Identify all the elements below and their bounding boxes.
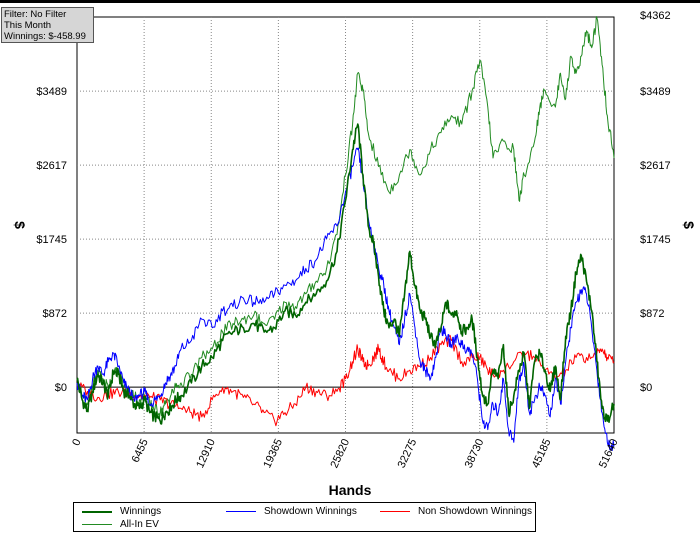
y-tick-label-left: $3489 xyxy=(36,86,67,98)
legend-swatch xyxy=(226,511,256,512)
y-tick-label-left: $2617 xyxy=(36,160,67,172)
all-in-ev-line xyxy=(76,16,615,418)
filter-info-box: Filter: No Filter This Month Winnings: $… xyxy=(1,7,94,43)
period-label: This Month xyxy=(4,20,51,31)
x-tick-label: 25820 xyxy=(328,437,352,470)
series-group xyxy=(76,16,615,451)
legend-label: Showdown Winnings xyxy=(264,506,357,517)
y-axis-title-left: $ xyxy=(12,221,28,229)
x-tick-label: 32275 xyxy=(396,437,420,470)
y-axis-title-right: $ xyxy=(681,221,697,229)
grid-lines xyxy=(77,17,614,433)
y-tick-label-right: $3489 xyxy=(640,86,671,98)
non-showdown-winnings-line xyxy=(76,334,615,427)
y-tick-label-right: $872 xyxy=(640,308,664,320)
filter-label: Filter: No Filter xyxy=(4,9,67,20)
y-tick-label-right: $1745 xyxy=(640,234,671,246)
window-top-border xyxy=(0,0,700,3)
x-axis-title: Hands xyxy=(329,482,372,498)
legend-item-showdown-winnings: Showdown Winnings xyxy=(226,506,357,517)
y-tick-labels-right: $0 $872 $1745 $2617 $3489 $4362 xyxy=(640,10,671,394)
legend-swatch xyxy=(380,511,410,512)
winnings-line xyxy=(76,123,615,425)
showdown-winnings-line xyxy=(76,147,615,451)
y-tick-label-left: $0 xyxy=(55,382,67,394)
legend-swatch xyxy=(82,524,112,525)
winnings-label: Winnings: $-458.99 xyxy=(4,31,86,42)
x-tick-label: 6455 xyxy=(130,437,151,464)
x-tick-label: 12910 xyxy=(194,437,218,470)
legend-item-non-showdown-winnings: Non Showdown Winnings xyxy=(380,506,532,517)
y-tick-label-right: $2617 xyxy=(640,160,671,172)
legend-label: Non Showdown Winnings xyxy=(418,506,532,517)
legend-label: All-In EV xyxy=(120,519,159,530)
y-tick-label-right: $0 xyxy=(640,382,652,394)
x-tick-label: 19365 xyxy=(261,437,285,470)
chart-legend: Winnings Showdown Winnings Non Showdown … xyxy=(73,502,536,532)
x-tick-labels: 0 6455 12910 19365 25820 32275 38730 45185 51640 xyxy=(70,437,620,470)
x-tick-label: 45185 xyxy=(530,437,554,470)
x-tick-label: 51640 xyxy=(597,437,621,470)
legend-swatch xyxy=(82,510,112,513)
y-tick-label-left: $1745 xyxy=(36,234,67,246)
x-tick-label: 38730 xyxy=(463,437,487,470)
y-tick-label-right: $4362 xyxy=(640,10,671,22)
legend-item-winnings: Winnings xyxy=(82,506,161,517)
legend-item-all-in-ev: All-In EV xyxy=(82,519,159,530)
x-tick-label: 0 xyxy=(70,437,83,448)
y-tick-label-left: $872 xyxy=(43,308,67,320)
y-tick-labels-left: $0 $872 $1745 $2617 $3489 xyxy=(36,86,67,394)
legend-label: Winnings xyxy=(120,506,162,517)
